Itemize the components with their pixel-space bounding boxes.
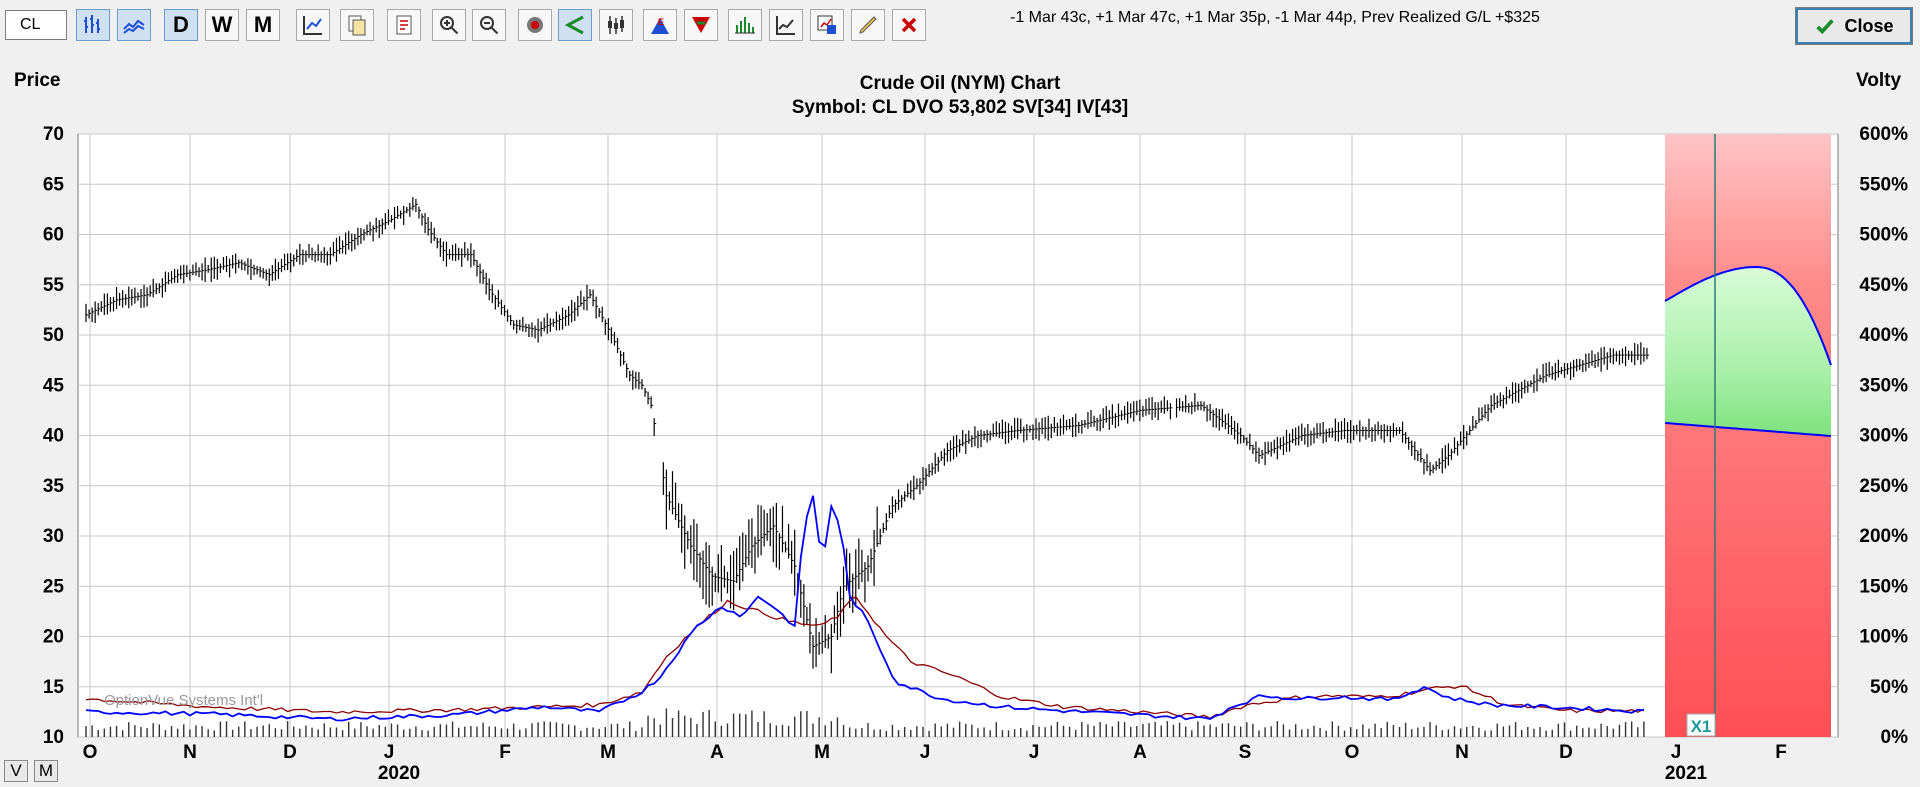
statistical-volatility-line — [85, 495, 1644, 722]
checkmark-icon — [1816, 19, 1835, 35]
price-tick-label: 30 — [43, 526, 64, 547]
svg-text:E: E — [658, 17, 664, 27]
print-icon[interactable] — [387, 9, 421, 41]
profit-region — [1665, 267, 1831, 436]
candlestick-icon[interactable] — [599, 9, 633, 41]
month-tick-label: J — [384, 742, 395, 763]
volty-tick-label: 550% — [1859, 174, 1908, 195]
bar-chart-icon[interactable] — [76, 9, 110, 41]
loss-region — [1665, 134, 1831, 737]
month-tick-label: M — [814, 742, 830, 763]
chart-settings-icon[interactable] — [296, 9, 330, 41]
price-tick-label: 45 — [43, 375, 65, 396]
dividend-icon[interactable] — [684, 9, 718, 41]
volty-tick-label: 200% — [1859, 526, 1908, 547]
implied-volatility-line — [85, 595, 1645, 720]
month-tick-label: N — [1455, 742, 1469, 763]
month-tick-label: J — [1029, 742, 1040, 763]
monthly-button[interactable]: M — [246, 9, 280, 41]
zoom-in-icon[interactable] — [432, 9, 466, 41]
month-tick-label: O — [83, 742, 98, 763]
earnings-icon[interactable]: E — [643, 9, 677, 41]
expiry-marker-box — [1686, 713, 1716, 737]
price-tick-label: 20 — [43, 627, 64, 648]
weekly-button[interactable]: W — [205, 9, 239, 41]
month-tick-label: F — [1775, 742, 1787, 763]
chart-subtitle: Symbol: CL DVO 53,802 SV[34] IV[43] — [791, 97, 1129, 118]
daily-button[interactable]: D — [164, 9, 198, 41]
today-curve — [1664, 422, 1832, 437]
volty-tick-label: 400% — [1859, 325, 1908, 346]
month-tick-label: A — [1133, 742, 1147, 763]
delete-icon[interactable] — [892, 9, 926, 41]
volty-tick-label: 450% — [1859, 275, 1908, 296]
expiry-curve — [1664, 265, 1832, 366]
price-tick-label: 60 — [43, 225, 64, 246]
volume-toggle-button[interactable]: V — [4, 760, 28, 782]
volume-icon[interactable] — [728, 9, 762, 41]
month-tick-label: F — [499, 742, 511, 763]
analysis-icon[interactable] — [810, 9, 844, 41]
close-button[interactable]: Close — [1795, 7, 1913, 45]
price-tick-label: 40 — [43, 426, 64, 447]
menu-toggle-button[interactable]: M — [34, 760, 58, 782]
indicator-icon[interactable] — [769, 9, 803, 41]
target-icon[interactable] — [518, 9, 552, 41]
month-tick-label: D — [283, 742, 297, 763]
month-tick-label: S — [1239, 742, 1252, 763]
angle-icon[interactable] — [558, 9, 592, 41]
price-tick-label: 65 — [43, 174, 65, 195]
month-tick-label: A — [710, 742, 724, 763]
price-tick-label: 50 — [43, 325, 64, 346]
month-tick-label: D — [1559, 742, 1573, 763]
line-chart-icon[interactable] — [117, 9, 151, 41]
price-tick-label: 70 — [43, 124, 64, 145]
zoom-out-icon[interactable] — [472, 9, 506, 41]
volty-tick-label: 50% — [1870, 677, 1908, 698]
volty-tick-label: 500% — [1859, 225, 1908, 246]
price-tick-label: 15 — [43, 677, 65, 698]
copy-icon[interactable] — [340, 9, 374, 41]
month-tick-label: J — [920, 742, 931, 763]
expiry-marker-label: X1 — [1691, 717, 1712, 736]
watermark: OptionVue Systems Int'l — [104, 692, 263, 709]
month-tick-label: J — [1671, 742, 1682, 763]
chart-title: Crude Oil (NYM) Chart — [859, 73, 1061, 94]
volty-tick-label: 0% — [1881, 727, 1909, 748]
close-label: Close — [1844, 15, 1894, 36]
volty-tick-label: 150% — [1859, 576, 1908, 597]
volty-axis-title: Volty — [1856, 70, 1902, 91]
month-tick-label: N — [183, 742, 197, 763]
price-tick-label: 25 — [43, 576, 65, 597]
pencil-icon[interactable] — [851, 9, 885, 41]
price-axis-title: Price — [14, 70, 61, 91]
year-label-2020: 2020 — [378, 763, 420, 784]
position-summary: -1 Mar 43c, +1 Mar 47c, +1 Mar 35p, -1 M… — [1010, 9, 1540, 26]
year-label-2021: 2021 — [1665, 763, 1708, 784]
volty-tick-label: 250% — [1859, 476, 1908, 497]
price-tick-label: 10 — [43, 727, 64, 748]
volty-tick-label: 350% — [1859, 375, 1908, 396]
month-tick-label: M — [600, 742, 616, 763]
month-tick-label: O — [1345, 742, 1360, 763]
price-tick-label: 35 — [43, 476, 65, 497]
volty-tick-label: 300% — [1859, 426, 1908, 447]
toolbar: CL D W M E — [0, 0, 1920, 50]
volty-tick-label: 600% — [1859, 124, 1908, 145]
symbol-input[interactable]: CL — [5, 10, 67, 40]
price-tick-label: 55 — [43, 275, 65, 296]
volty-tick-label: 100% — [1859, 627, 1908, 648]
